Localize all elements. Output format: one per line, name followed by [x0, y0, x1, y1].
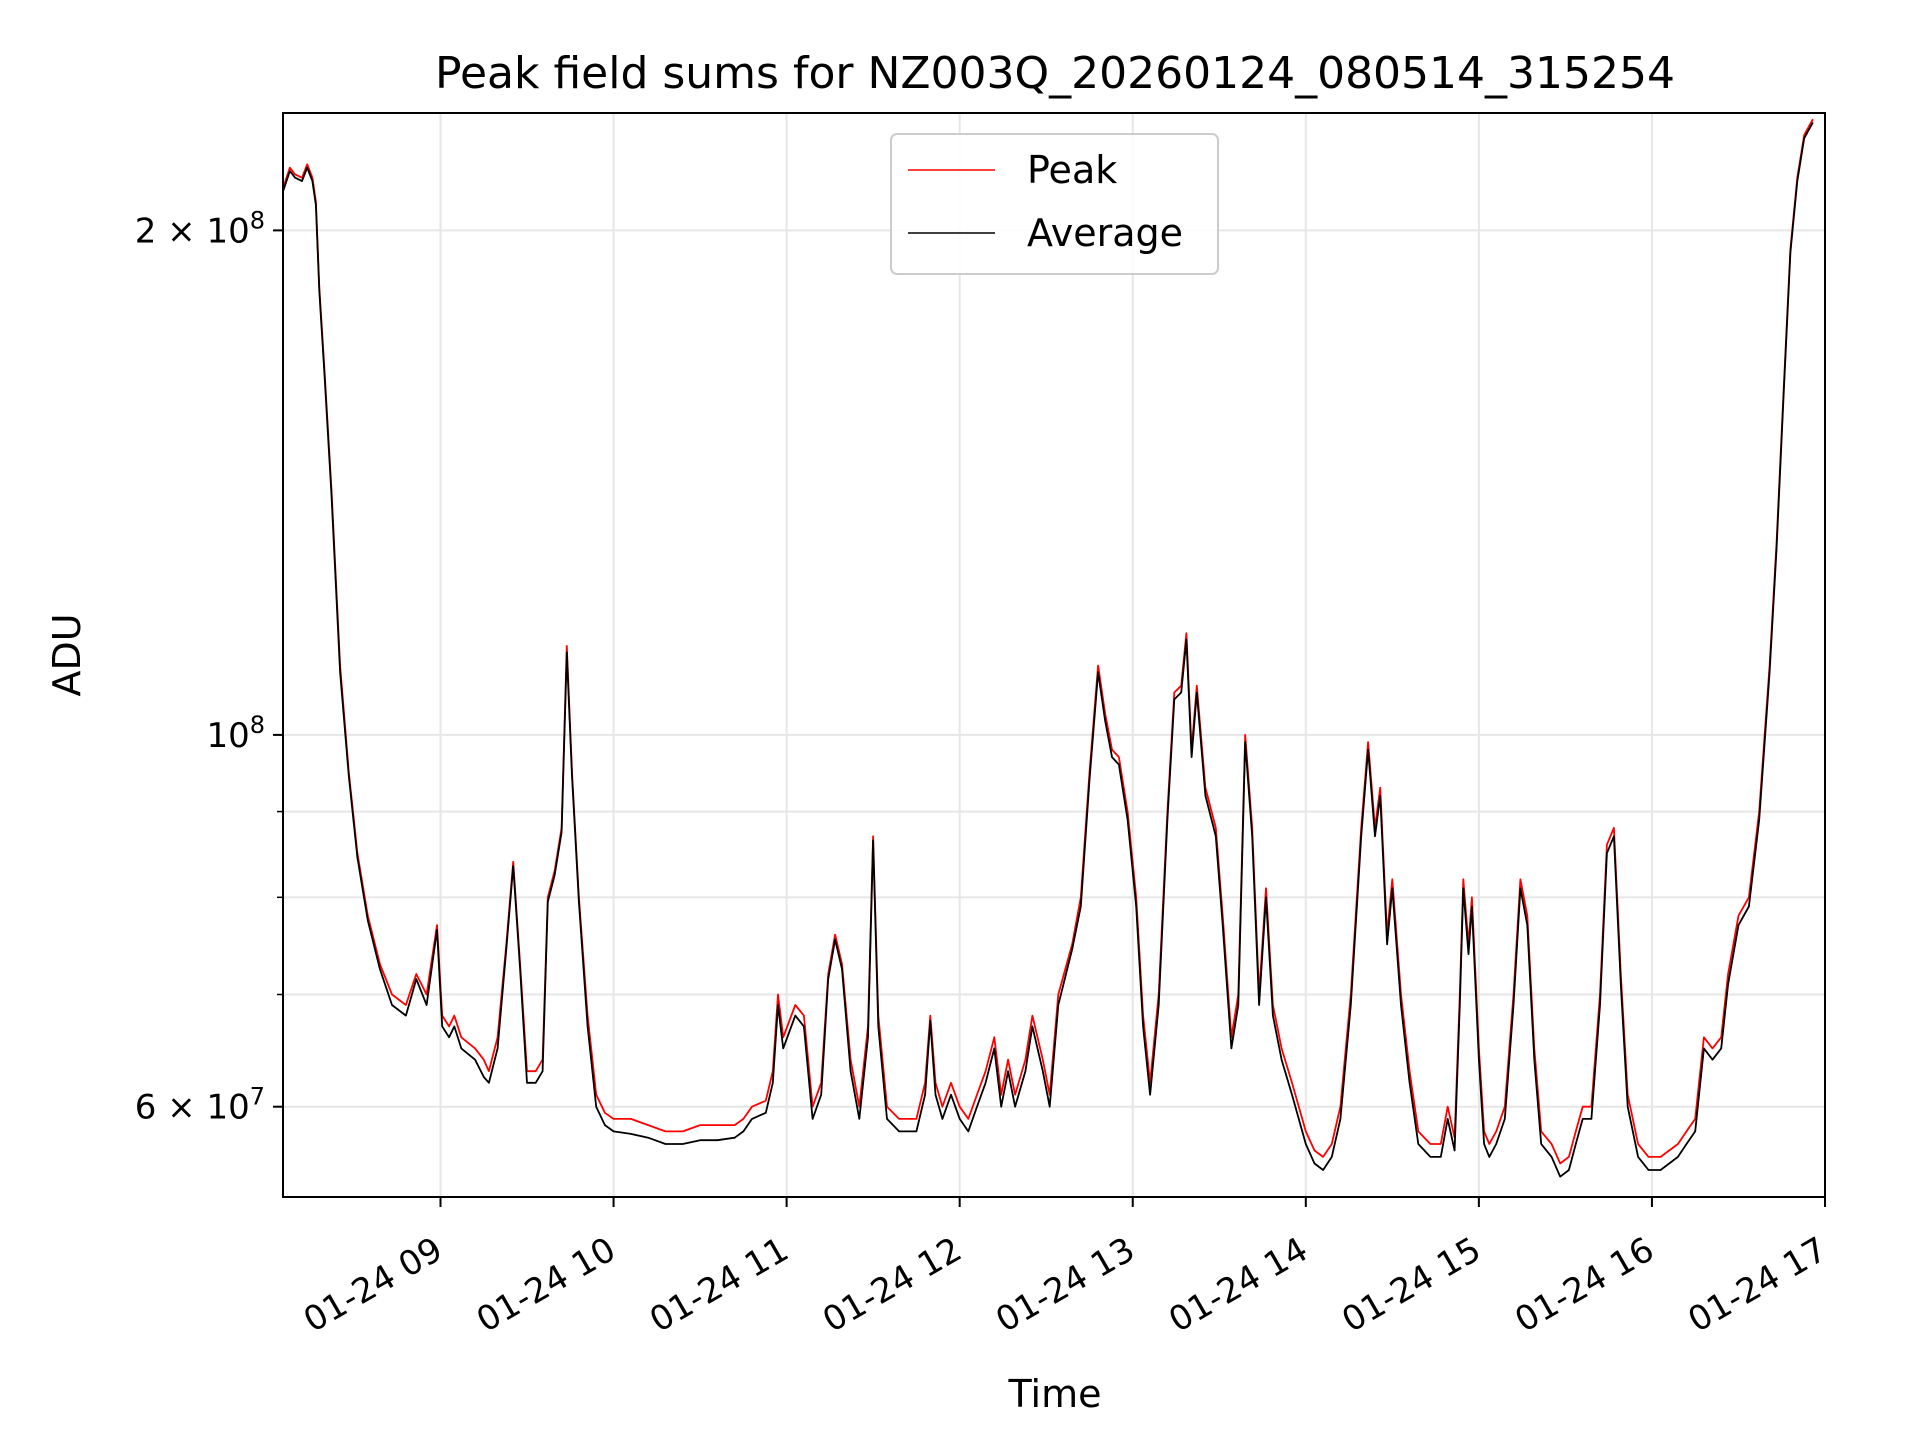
- y-tick-label: 108: [206, 711, 265, 756]
- x-axis-label: Time: [1008, 1372, 1102, 1416]
- series-line-average: [283, 121, 1814, 1178]
- y-tick-label: 2 × 108: [135, 206, 265, 251]
- y-axis-label: ADU: [45, 613, 89, 696]
- chart-title: Peak field sums for NZ003Q_20260124_0805…: [435, 48, 1675, 99]
- legend: Peak Average: [890, 133, 1219, 275]
- legend-box: [890, 133, 1219, 275]
- legend-label-peak: Peak: [1027, 148, 1117, 192]
- y-tick-label: 6 × 107: [135, 1083, 265, 1128]
- plot-frame: [282, 112, 1826, 1198]
- series-layer: [283, 118, 1814, 1178]
- legend-label-average: Average: [1027, 211, 1183, 255]
